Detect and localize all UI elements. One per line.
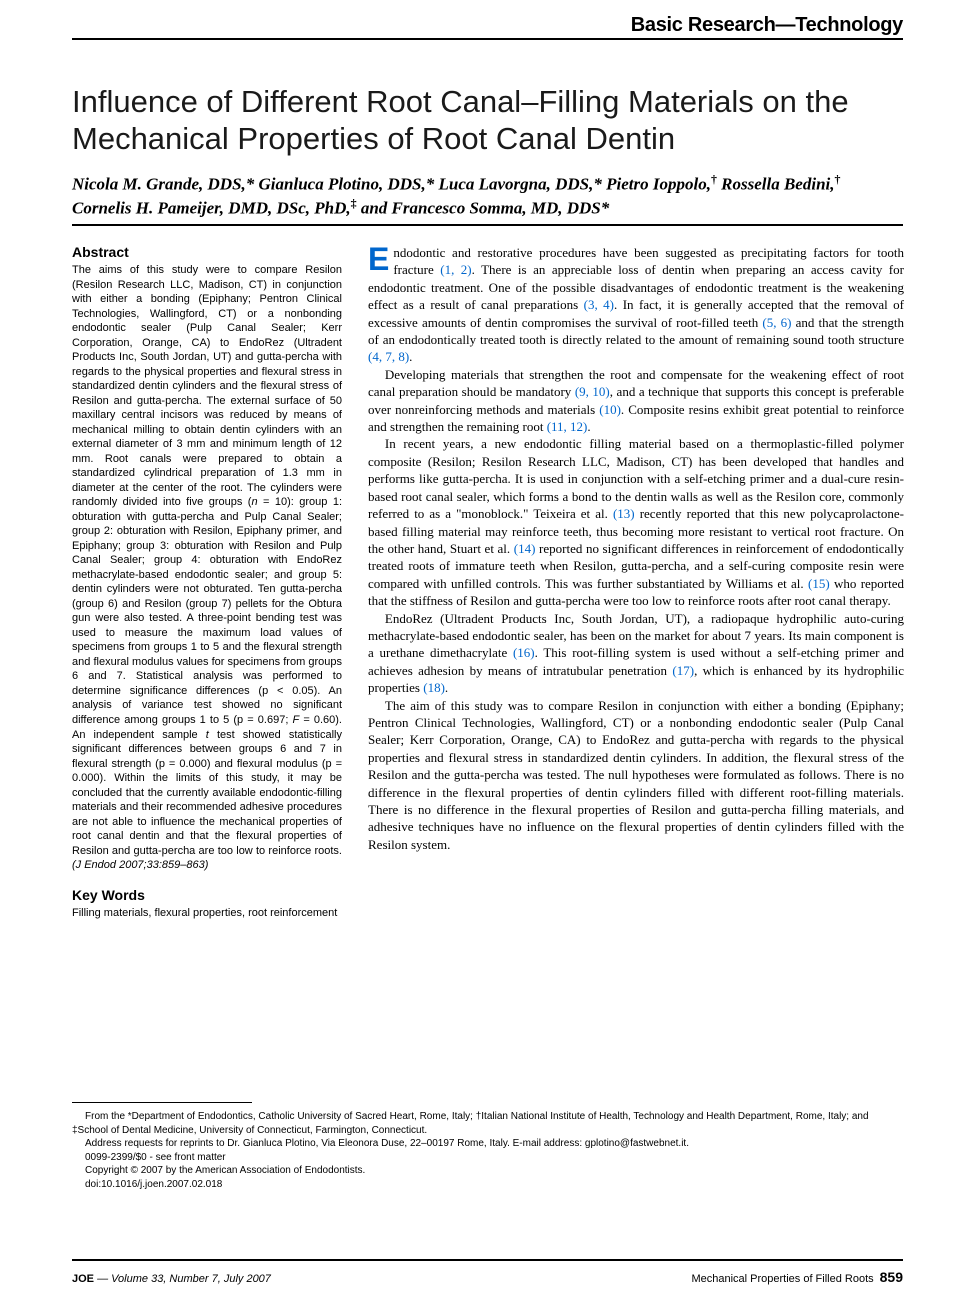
affil-line-5: doi:10.1016/j.joen.2007.02.018 [72, 1178, 903, 1192]
top-rule [72, 38, 903, 40]
affil-line-1: From the *Department of Endodontics, Cat… [72, 1110, 903, 1137]
page-number: 859 [880, 1269, 903, 1285]
footer-rule [72, 1259, 903, 1261]
dropcap: E [368, 244, 393, 273]
body-para-1: Endodontic and restorative procedures ha… [368, 244, 904, 366]
body-para-2: Developing materials that strengthen the… [368, 366, 904, 436]
abstract-body: The aims of this study were to compare R… [72, 263, 342, 873]
main-column: Endodontic and restorative procedures ha… [368, 244, 904, 853]
footer-journal: JOE — Volume 33, Number 7, July 2007 [72, 1273, 271, 1285]
affil-line-2: Address requests for reprints to Dr. Gia… [72, 1137, 903, 1151]
keywords-body: Filling materials, flexural properties, … [72, 906, 342, 920]
affiliations: From the *Department of Endodontics, Cat… [72, 1110, 903, 1191]
section-header: Basic Research—Technology [631, 14, 903, 37]
abstract-heading: Abstract [72, 244, 342, 260]
title-rule [72, 224, 903, 226]
affiliation-rule [72, 1102, 252, 1103]
article-title: Influence of Different Root Canal–Fillin… [72, 84, 903, 157]
footer-running-title: Mechanical Properties of Filled Roots859 [691, 1269, 903, 1285]
affil-line-4: Copyright © 2007 by the American Associa… [72, 1164, 903, 1178]
page-footer: JOE — Volume 33, Number 7, July 2007 Mec… [72, 1269, 903, 1285]
body-para-4: EndoRez (Ultradent Products Inc, South J… [368, 610, 904, 697]
keywords-heading: Key Words [72, 887, 342, 903]
body-para-3: In recent years, a new endodontic fillin… [368, 435, 904, 609]
body-para-5: The aim of this study was to compare Res… [368, 697, 904, 854]
abstract-column: Abstract The aims of this study were to … [72, 244, 342, 920]
authors: Nicola M. Grande, DDS,* Gianluca Plotino… [72, 172, 903, 220]
affil-line-3: 0099-2399/$0 - see front matter [72, 1151, 903, 1165]
